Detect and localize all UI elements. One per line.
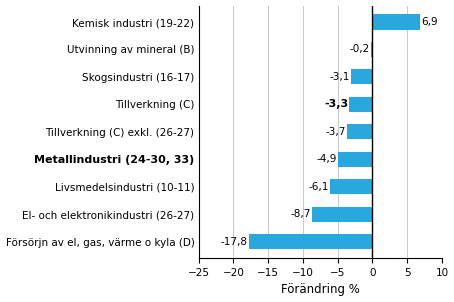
Bar xyxy=(330,179,372,194)
Text: -3,3: -3,3 xyxy=(324,99,348,109)
Text: -6,1: -6,1 xyxy=(309,182,329,192)
Text: 6,9: 6,9 xyxy=(421,17,438,27)
Bar xyxy=(351,69,372,85)
Bar xyxy=(312,207,372,222)
Bar xyxy=(347,124,372,140)
Bar xyxy=(372,14,420,30)
Text: -4,9: -4,9 xyxy=(317,154,337,164)
Bar xyxy=(338,152,372,167)
X-axis label: Förändring %: Förändring % xyxy=(281,284,360,297)
Bar xyxy=(371,42,372,57)
Text: -3,7: -3,7 xyxy=(325,127,345,137)
Text: -0,2: -0,2 xyxy=(350,44,370,54)
Text: -17,8: -17,8 xyxy=(221,237,247,247)
Bar xyxy=(350,97,372,112)
Bar xyxy=(249,234,372,249)
Text: -3,1: -3,1 xyxy=(330,72,350,82)
Text: -8,7: -8,7 xyxy=(291,209,311,219)
